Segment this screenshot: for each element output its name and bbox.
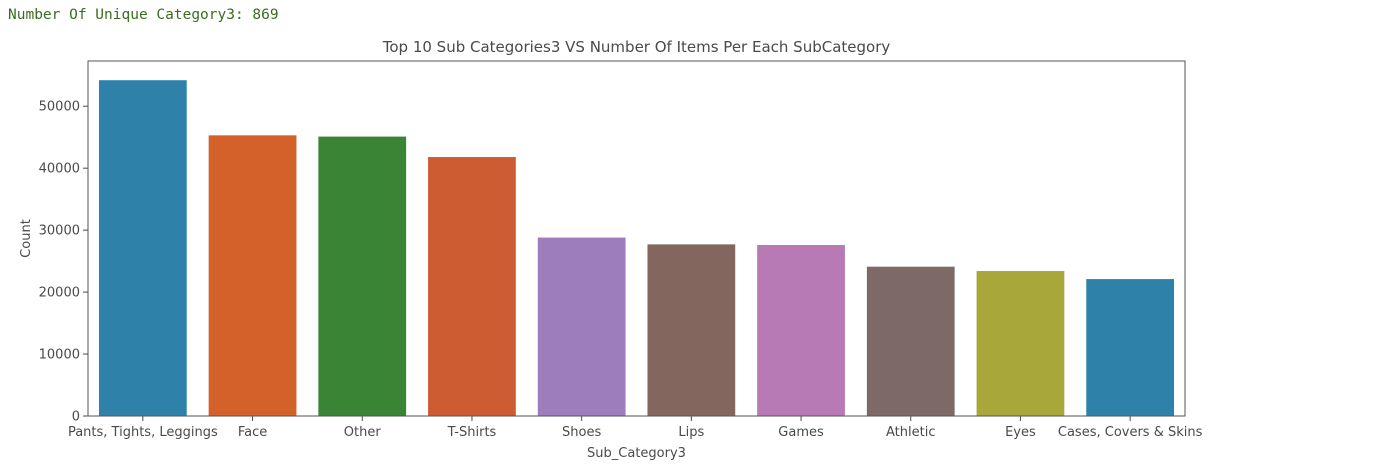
bar — [976, 271, 1065, 416]
y-axis-label: Count — [19, 219, 34, 258]
x-tick-label: Pants, Tights, Leggings — [68, 425, 218, 440]
y-tick-label: 30000 — [39, 224, 80, 239]
x-tick-label: Games — [778, 425, 824, 440]
x-tick-label: Shoes — [562, 425, 601, 440]
y-tick-label: 40000 — [39, 162, 80, 177]
bar — [647, 244, 736, 416]
bar — [537, 237, 626, 416]
y-tick-label: 50000 — [39, 100, 80, 115]
x-tick-label: Athletic — [886, 425, 935, 440]
bar — [428, 157, 516, 416]
x-tick-label: Lips — [678, 425, 704, 440]
bar — [757, 245, 845, 416]
y-tick-label: 20000 — [39, 286, 80, 301]
x-tick-label: T-Shirts — [447, 425, 497, 440]
y-tick-label: 0 — [72, 410, 80, 425]
x-tick-label: Cases, Covers & Skins — [1058, 425, 1203, 440]
plot-area: Pants, Tights, Leggings Face Other T-Shirts… — [39, 60, 1203, 440]
x-tick-label: Face — [238, 425, 267, 440]
bar — [208, 135, 297, 416]
bar — [318, 136, 407, 416]
bar — [866, 266, 955, 416]
chart-title: Top 10 Sub Categories3 VS Number Of Item… — [382, 38, 891, 56]
x-tick-label: Other — [344, 425, 382, 440]
bar — [98, 80, 187, 416]
bar — [1086, 279, 1175, 416]
plot-frame — [87, 60, 1186, 417]
x-tick-label: Eyes — [1005, 425, 1036, 440]
y-tick-label: 10000 — [39, 348, 80, 363]
x-axis-label: Sub_Category3 — [587, 446, 686, 461]
console-output: Number Of Unique Category3: 869 — [8, 7, 279, 23]
